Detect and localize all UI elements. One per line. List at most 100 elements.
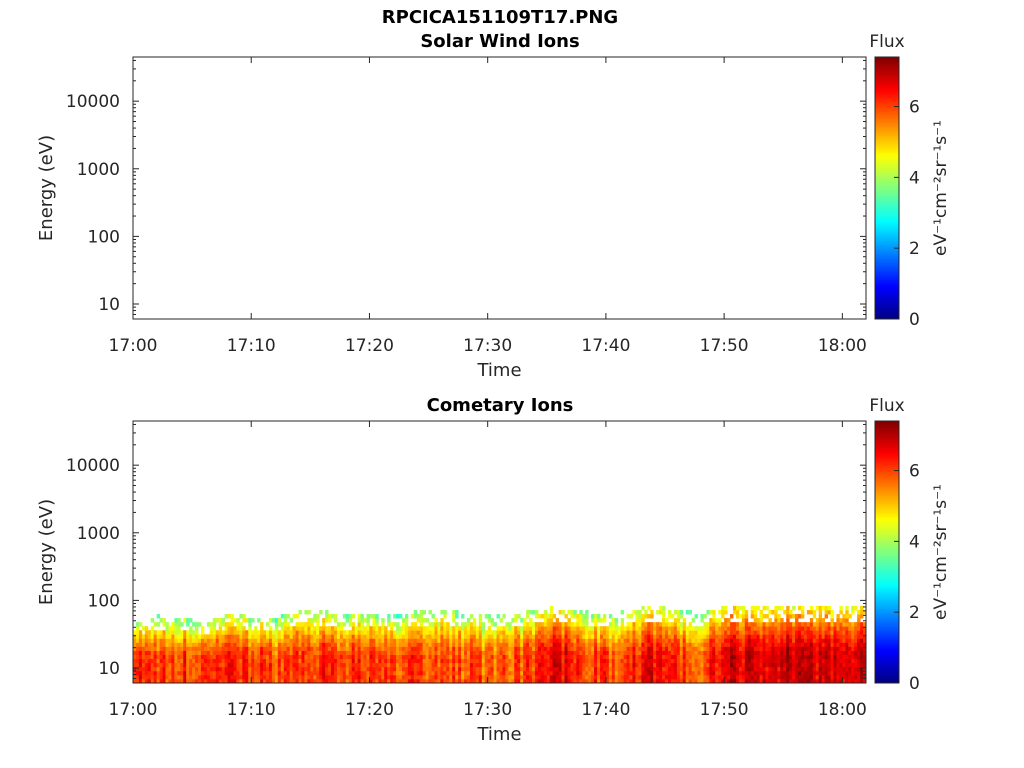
spectrogram-cell [212,650,217,656]
spectrogram-cell [839,642,843,647]
spectrogram-cell [786,642,790,647]
spectrogram-cell [721,626,725,631]
spectrogram-cell [325,614,329,619]
spectrogram-cell [221,634,226,639]
spectrogram-cell [863,678,867,684]
spectrogram-cell [393,630,397,635]
spectrogram-cell [475,674,480,680]
spectrogram-cell [135,626,140,631]
spectrogram-cell [712,666,716,672]
spectrogram-cell [410,642,415,647]
colorbar-segment [875,586,899,590]
spectrogram-cell [836,674,840,680]
spectrogram-cell [576,666,580,672]
spectrogram-cell [724,674,728,680]
spectrogram-cell [263,646,267,651]
spectrogram-cell [632,634,636,639]
colorbar-segment [875,479,899,483]
spectrogram-cell [399,654,403,660]
spectrogram-cell [517,646,521,651]
spectrogram-cell [665,626,669,631]
spectrogram-cell [620,642,625,647]
spectrogram-cell [735,650,740,656]
spectrogram-cell [384,678,388,684]
spectrogram-cell [750,642,755,647]
spectrogram-cell [653,626,657,631]
spectrogram-cell [203,642,208,647]
spectrogram-cell [336,634,341,639]
spectrogram-cell [724,618,728,623]
spectrogram-cell [289,650,294,656]
spectrogram-cell [647,622,651,627]
spectrogram-cell [378,630,382,635]
spectrogram-cell [597,614,601,619]
spectrogram-cell [200,654,205,660]
spectrogram-cell [144,626,149,631]
spectrogram-cell [449,630,453,635]
spectrogram-cell [647,666,651,672]
spectrogram-cell [567,650,571,656]
colorbar-segment [875,288,899,292]
spectrogram-cell [638,674,642,680]
spectrogram-cell [248,638,252,643]
spectrogram-cell [860,658,864,664]
spectrogram-cell [147,646,152,651]
spectrogram-cell [221,638,226,643]
spectrogram-cell [650,642,654,647]
spectrogram-cell [387,678,391,684]
spectrogram-cell [602,626,607,631]
spectrogram-cell [174,634,178,639]
spectrogram-cell [570,666,574,672]
spectrogram-cell [336,670,341,676]
spectrogram-cell [579,642,583,647]
colorbar-segment [875,185,899,189]
spectrogram-cell [369,642,373,647]
spectrogram-cell [815,658,820,664]
spectrogram-cell [824,666,828,672]
spectrogram-cell [854,634,858,639]
spectrogram-cell [706,622,710,627]
spectrogram-cell [230,614,234,619]
spectrogram-cell [390,622,394,627]
spectrogram-cell [221,622,226,627]
spectrogram-cell [410,614,415,619]
colorbar-segment [875,554,899,557]
spectrogram-cell [233,658,237,664]
spectrogram-cell [428,646,432,651]
spectrogram-cell [224,634,228,639]
spectrogram-cell [419,674,424,680]
spectrogram-cell [564,614,568,619]
spectrogram-cell [366,666,370,672]
spectrogram-cell [582,666,586,672]
spectrogram-cell [611,650,616,656]
spectrogram-cell [827,622,831,627]
spectrogram-cell [446,638,450,643]
spectrogram-cell [620,658,625,664]
spectrogram-cell [576,634,580,639]
spectrogram-cell [839,622,843,627]
spectrogram-cell [747,654,752,660]
spectrogram-cell [514,630,518,635]
colorbar-segment [875,89,899,93]
spectrogram-cell [141,646,146,651]
spectrogram-cell [496,650,500,656]
spectrogram-cell [502,666,506,672]
spectrogram-cell [727,630,731,635]
spectrogram-cell [591,650,595,656]
spectrogram-cell [552,642,557,647]
spectrogram-cell [319,674,323,680]
spectrogram-cell [608,622,613,627]
spectrogram-cell [431,654,435,660]
spectrogram-cell [756,618,760,623]
spectrogram-cell [221,678,226,684]
spectrogram-cell [469,626,474,631]
spectrogram-cell [133,638,137,643]
spectrogram-cell [502,662,506,668]
spectrogram-cell [836,618,840,623]
spectrogram-cell [310,626,314,631]
spectrogram-cell [706,678,710,684]
spectrogram-cell [570,609,574,615]
spectrogram-cell [700,646,704,651]
spectrogram-cell [266,634,270,639]
spectrogram-cell [150,646,155,651]
